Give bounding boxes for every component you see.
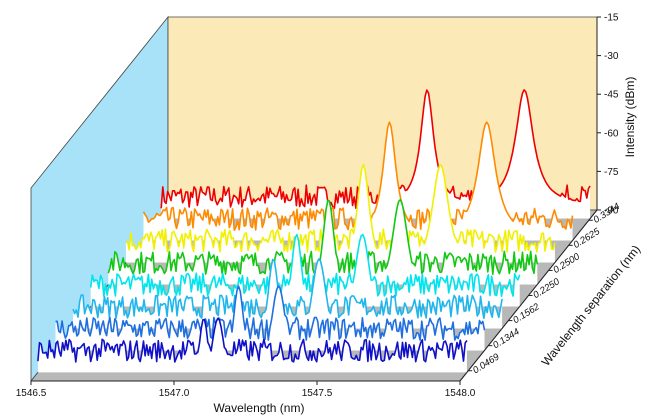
x-axis-title: Wavelength (nm) xyxy=(214,401,305,415)
x-tick-label: 1548.0 xyxy=(445,388,476,399)
y-tick-label: -30 xyxy=(604,51,619,62)
series-fill xyxy=(143,122,573,241)
series-line xyxy=(160,89,591,209)
x-tick-label: 1547.0 xyxy=(159,388,190,399)
series-fill xyxy=(90,234,520,307)
y-axis-title: Intensity (dBm) xyxy=(623,77,637,158)
series-line xyxy=(107,198,539,276)
series-line xyxy=(89,233,521,298)
y-tick-label: -60 xyxy=(604,128,619,139)
x-tick-label: 1547.5 xyxy=(302,388,333,399)
series-line xyxy=(55,285,486,342)
y-tick-label: -90 xyxy=(604,206,619,217)
x-tick-label: 1546.5 xyxy=(16,388,47,399)
y-tick-label: -15 xyxy=(604,13,619,24)
series-fill xyxy=(55,286,485,351)
y-tick-label: -45 xyxy=(604,90,619,101)
series-line xyxy=(125,164,556,253)
series-line xyxy=(37,317,468,363)
series-fill xyxy=(73,259,503,329)
series-line xyxy=(72,258,503,320)
series-layer xyxy=(37,89,591,373)
y-tick-label: -75 xyxy=(604,167,619,178)
series-fill xyxy=(37,318,467,373)
series-fill xyxy=(161,89,591,219)
